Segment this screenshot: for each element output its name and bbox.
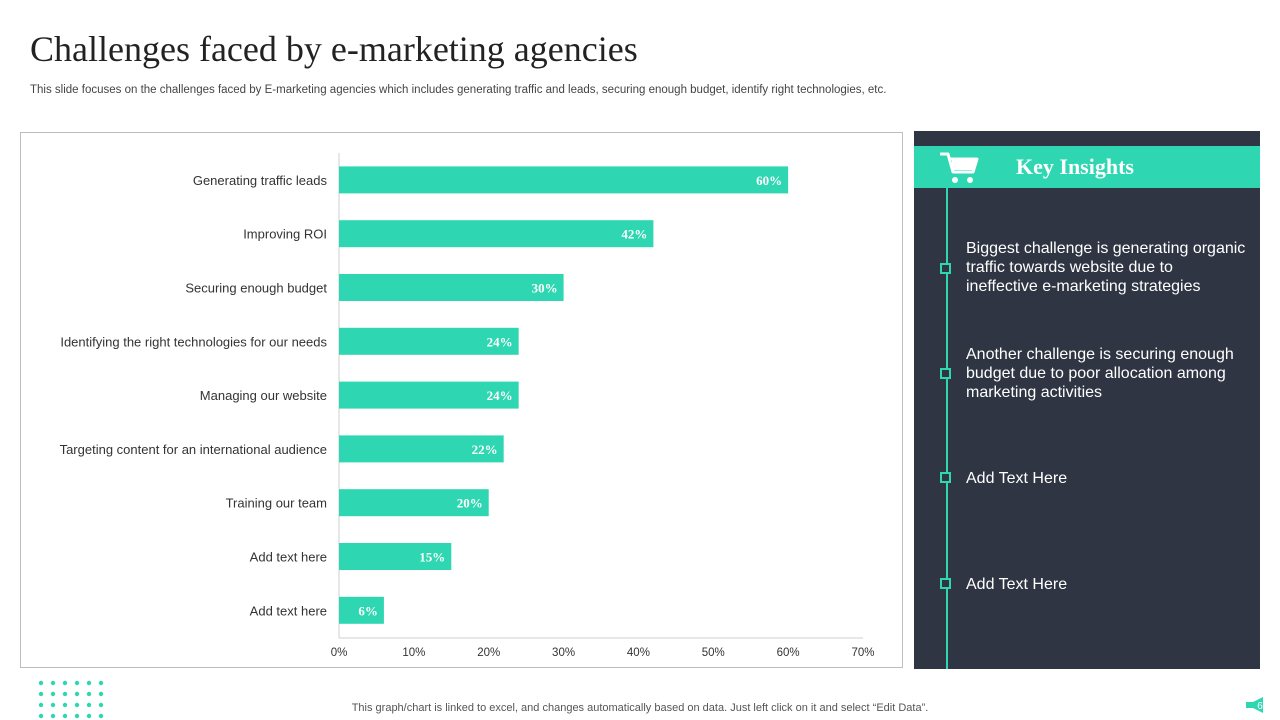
x-tick-label: 70% (851, 647, 874, 659)
key-insights-panel: Key Insights Biggest challenge is genera… (914, 131, 1260, 669)
decorative-dot (74, 702, 80, 708)
slide-subtitle: This slide focuses on the challenges fac… (30, 84, 887, 96)
x-tick-label: 10% (402, 647, 425, 659)
data-label: 24% (487, 388, 513, 403)
x-tick-label: 0% (331, 647, 348, 659)
timeline-marker (940, 263, 951, 274)
bar (339, 489, 489, 517)
bar (339, 381, 519, 409)
bar (339, 220, 654, 248)
category-label: Identifying the right technologies for o… (60, 334, 327, 349)
decorative-dot (62, 702, 68, 708)
bar (339, 166, 789, 194)
timeline-line (946, 188, 948, 669)
bar (339, 327, 519, 355)
category-label: Targeting content for an international a… (60, 442, 327, 457)
decorative-dot (86, 680, 92, 686)
x-tick-label: 60% (777, 647, 800, 659)
timeline-marker (940, 472, 951, 483)
timeline-marker (940, 368, 951, 379)
insight-text: Biggest challenge is generating organic … (966, 240, 1246, 295)
bar (339, 543, 452, 570)
data-label: 30% (532, 281, 558, 296)
decorative-dot (62, 713, 68, 719)
category-label: Securing enough budget (185, 281, 327, 296)
chart-panel[interactable]: Generating traffic leads 60% Improving ROI… (20, 132, 903, 668)
decorative-dot (50, 691, 56, 697)
decorative-dot (98, 702, 104, 708)
page-number-badge: 6 (1246, 697, 1263, 713)
category-label: Managing our website (200, 388, 327, 403)
decorative-dot (62, 691, 68, 697)
decorative-dot (98, 713, 104, 719)
decorative-dot (50, 702, 56, 708)
x-tick-label: 40% (627, 647, 650, 659)
data-label: 6% (358, 603, 378, 618)
data-label: 20% (457, 496, 483, 511)
bar-chart: Generating traffic leads 60% Improving ROI… (60, 153, 875, 659)
footer-note: This graph/chart is linked to excel, and… (351, 702, 929, 714)
slide-title: Challenges faced by e-marketing agencies (30, 29, 638, 69)
category-label: Generating traffic leads (193, 173, 328, 188)
key-insights-header: Key Insights (914, 146, 1260, 188)
shopping-cart-icon (940, 152, 979, 183)
page-number: 6 (1257, 701, 1263, 712)
decorative-dot (38, 691, 44, 697)
timeline-marker (940, 578, 951, 589)
bar (339, 435, 504, 463)
x-tick-label: 30% (552, 647, 575, 659)
decorative-dot (74, 713, 80, 719)
decorative-dot (86, 691, 92, 697)
decorative-dots (38, 680, 104, 719)
category-label: Training our team (226, 496, 327, 511)
decorative-dot (86, 713, 92, 719)
data-label: 42% (621, 227, 647, 242)
x-tick-label: 20% (477, 647, 500, 659)
data-label: 24% (487, 334, 513, 349)
decorative-dot (74, 680, 80, 686)
decorative-dot (74, 691, 80, 697)
decorative-dot (50, 713, 56, 719)
category-label: Improving ROI (243, 227, 327, 242)
category-label: Add text here (250, 603, 327, 618)
decorative-dot (86, 702, 92, 708)
category-label: Add text here (250, 550, 327, 565)
decorative-dot (38, 713, 44, 719)
data-label: 60% (756, 173, 782, 188)
key-insights-title: Key Insights (1016, 154, 1134, 179)
decorative-dot (38, 702, 44, 708)
decorative-dot (50, 680, 56, 686)
decorative-dot (98, 680, 104, 686)
x-tick-label: 50% (702, 647, 725, 659)
bar (339, 274, 564, 301)
insight-text: Add Text Here (966, 576, 1068, 593)
decorative-dot (98, 691, 104, 697)
insight-text: Add Text Here (966, 470, 1068, 487)
data-label: 15% (419, 550, 445, 565)
data-label: 22% (472, 442, 498, 457)
insight-text: Another challenge is securing enough bud… (966, 346, 1234, 401)
decorative-dot (62, 680, 68, 686)
bar (339, 596, 384, 624)
decorative-dot (38, 680, 44, 686)
